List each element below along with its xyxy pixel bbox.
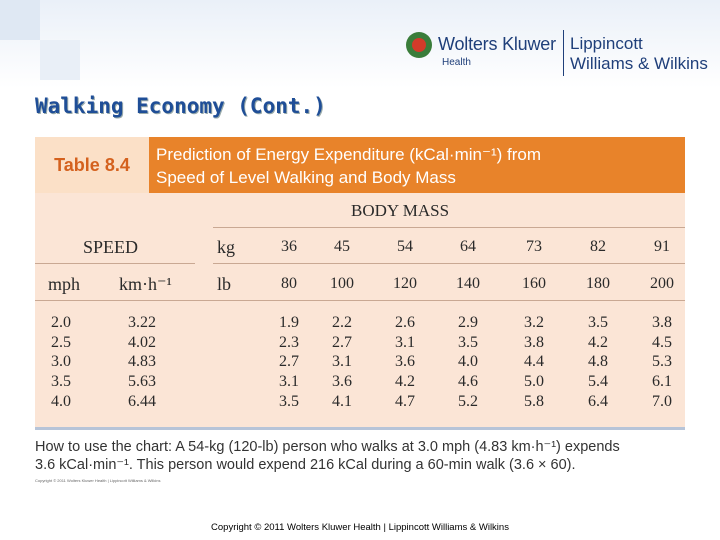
mph-value: 3.5 [51,373,71,390]
energy-value: 7.0 [652,393,672,410]
decorative-tile [0,0,40,40]
header-bottom-rule [35,300,685,301]
kmh-label: km·h⁻¹ [119,274,172,294]
energy-value: 2.6 [395,314,415,331]
usage-note: How to use the chart: A 54-kg (120-lb) p… [35,438,685,474]
kg-value: 64 [460,238,476,255]
mph-value: 3.0 [51,353,71,370]
lb-value: 100 [330,275,354,292]
lb-label: lb [217,274,232,294]
energy-value: 2.7 [279,353,299,370]
energy-value: 3.1 [279,373,299,390]
kg-value: 73 [526,238,542,255]
mph-value: 2.0 [51,314,71,331]
speed-rule [35,263,195,264]
energy-value: 3.1 [395,334,415,351]
kmh-value: 4.02 [128,334,156,351]
energy-value: 6.4 [588,393,608,410]
kg-value: 91 [654,238,670,255]
mph-label: mph [48,274,81,294]
table-label: Table 8.4 [35,137,149,193]
lb-value: 160 [522,275,546,292]
energy-value: 5.8 [524,393,544,410]
kg-value: 82 [590,238,606,255]
energy-value: 5.2 [458,393,478,410]
logo-partner-line2: Williams & Wilkins [570,54,708,73]
table-caption-line1: Prediction of Energy Expenditure (kCal·m… [156,145,541,164]
kg-rule [213,263,685,264]
kmh-value: 4.83 [128,353,156,370]
energy-value: 6.1 [652,373,672,390]
kg-value: 36 [281,238,297,255]
energy-value: 3.2 [524,314,544,331]
decorative-tile [40,40,80,80]
energy-value: 2.9 [458,314,478,331]
energy-value: 2.7 [332,334,352,351]
header-band [0,0,720,88]
energy-value: 4.4 [524,353,544,370]
logo-division: Health [442,57,471,68]
energy-value: 1.9 [279,314,299,331]
energy-value: 3.5 [458,334,478,351]
mph-value: 4.0 [51,393,71,410]
energy-value: 3.8 [524,334,544,351]
energy-value: 2.2 [332,314,352,331]
table-caption: Prediction of Energy Expenditure (kCal·m… [156,143,676,189]
mph-value: 2.5 [51,334,71,351]
usage-note-line2: 3.6 kCal·min⁻¹. This person would expend… [35,457,576,473]
energy-value: 3.5 [588,314,608,331]
logo-divider [563,30,564,76]
energy-value: 4.0 [458,353,478,370]
energy-value: 5.3 [652,353,672,370]
energy-value: 4.2 [395,373,415,390]
energy-value: 3.6 [332,373,352,390]
energy-value: 4.1 [332,393,352,410]
logo-mark-icon [406,32,432,58]
energy-value: 3.8 [652,314,672,331]
kmh-value: 6.44 [128,393,156,410]
energy-value: 2.3 [279,334,299,351]
energy-value: 5.0 [524,373,544,390]
energy-value: 3.5 [279,393,299,410]
usage-note-line1: How to use the chart: A 54-kg (120-lb) p… [35,439,620,455]
lb-value: 140 [456,275,480,292]
body-mass-rule [213,227,685,228]
slide-title: Walking Economy (Cont.) [35,94,326,118]
kmh-value: 3.22 [128,314,156,331]
body-mass-header: BODY MASS [351,201,450,220]
energy-value: 5.4 [588,373,608,390]
logo-company: Wolters Kluwer [438,34,556,54]
logo-partner-line1: Lippincott [570,34,643,53]
table-caption-line2: Speed of Level Walking and Body Mass [156,168,456,187]
energy-value: 4.6 [458,373,478,390]
lb-value: 120 [393,275,417,292]
kg-label: kg [217,237,235,257]
lb-value: 200 [650,275,674,292]
lb-value: 180 [586,275,610,292]
energy-value: 4.8 [588,353,608,370]
table-header-bar: Table 8.4 Prediction of Energy Expenditu… [35,137,685,193]
energy-table: Table 8.4 Prediction of Energy Expenditu… [35,137,685,427]
publisher-logo: Wolters Kluwer Health Lippincott William… [406,30,716,80]
footer-copyright: Copyright © 2011 Wolters Kluwer Health |… [211,522,509,533]
tiny-copyright: Copyright © 2011 Wolters Kluwer Health |… [35,478,161,483]
kg-value: 54 [397,238,413,255]
speed-header: SPEED [83,237,139,257]
kg-value: 45 [334,238,350,255]
energy-value: 3.1 [332,353,352,370]
kmh-value: 5.63 [128,373,156,390]
lb-value: 80 [281,275,297,292]
energy-value: 3.6 [395,353,415,370]
table-bottom-rule [35,427,685,430]
energy-value: 4.7 [395,393,415,410]
energy-value: 4.5 [652,334,672,351]
energy-value: 4.2 [588,334,608,351]
